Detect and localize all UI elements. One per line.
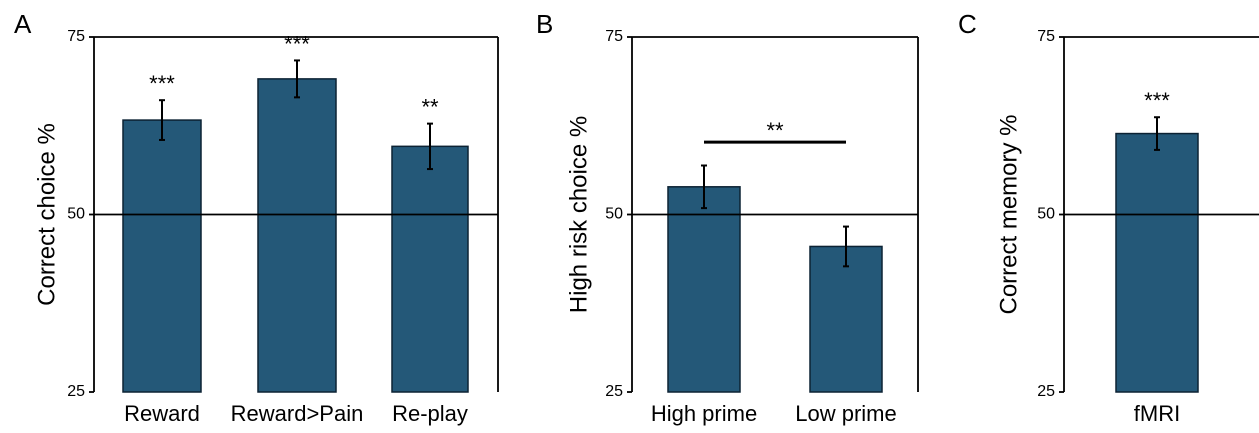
bar: [667, 186, 741, 393]
y-tick-label: 25: [605, 383, 623, 400]
error-bar: [701, 164, 707, 210]
bar: [122, 119, 202, 393]
error-bar: [1154, 116, 1160, 151]
chart-panel-b: B High risk choice % ** 25 50 75 High prime Low…: [536, 9, 919, 426]
y-tick-label: 25: [67, 383, 85, 400]
y-tick-label: 50: [1037, 206, 1055, 223]
y-tick-label: 25: [1037, 383, 1055, 400]
bar: [391, 145, 469, 393]
bar: [257, 78, 337, 393]
x-tick-label: Reward: [124, 401, 200, 426]
significance-label: **: [421, 95, 439, 120]
significance-label: ***: [284, 31, 310, 56]
y-axis-title: Correct memory %: [995, 114, 1022, 314]
x-tick-label: Low prime: [795, 401, 896, 426]
x-tick-label: fMRI: [1134, 401, 1180, 426]
y-tick-label: 50: [605, 206, 623, 223]
x-tick-label: Reward>Pain: [231, 401, 364, 426]
chart-panel-c: C Correct memory % *** 25 50 75 fMRI: [958, 9, 1259, 426]
y-tick-label: 75: [67, 28, 85, 45]
y-tick-label: 50: [67, 206, 85, 223]
y-tick-label: 75: [605, 28, 623, 45]
panel-letter: A: [14, 9, 32, 39]
y-tick-label: 75: [1037, 28, 1055, 45]
significance-label: ***: [149, 71, 175, 96]
x-tick-label: Re-play: [392, 401, 468, 426]
error-bar: [294, 59, 300, 99]
y-axis-title: Correct choice %: [33, 123, 60, 306]
panel-letter: C: [958, 9, 977, 39]
panel-letter: B: [536, 9, 553, 39]
bar: [809, 245, 883, 393]
significance-label: **: [766, 118, 784, 143]
x-tick-label: High prime: [651, 401, 757, 426]
significance-label: ***: [1144, 88, 1170, 113]
y-axis-title: High risk choice %: [565, 116, 592, 313]
bar: [1115, 132, 1199, 393]
error-bar: [843, 225, 849, 268]
error-bar: [159, 99, 165, 141]
error-bar: [427, 122, 433, 171]
